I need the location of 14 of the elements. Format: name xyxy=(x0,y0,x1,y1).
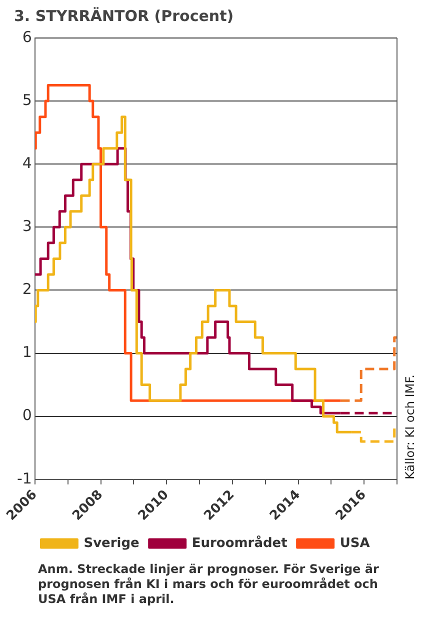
y-tick-label: 3 xyxy=(22,217,32,236)
y-tick-label: 4 xyxy=(22,154,32,172)
chart-title: 3. STYRRÄNTOR (Procent) xyxy=(14,6,234,25)
y-tick-label: 5 xyxy=(22,90,32,109)
y-tick-label: 1 xyxy=(22,343,32,362)
y-tick-label: 6 xyxy=(22,28,32,46)
text: Anm. Streckade linjer är prognoser. För Sverige är prognosen från KI i mars och för euroområdet och USA från IMF i april. xyxy=(38,562,380,607)
y-tick-label: 0 xyxy=(22,406,32,424)
text: Källor: KI och IMF. xyxy=(403,374,418,480)
legend-label: USA xyxy=(340,536,370,551)
legend-label: Sverige xyxy=(84,536,140,551)
legend-label: Euroområdet xyxy=(192,534,288,551)
y-tick-label: 2 xyxy=(22,280,32,298)
y-tick-label: -1 xyxy=(16,469,32,488)
